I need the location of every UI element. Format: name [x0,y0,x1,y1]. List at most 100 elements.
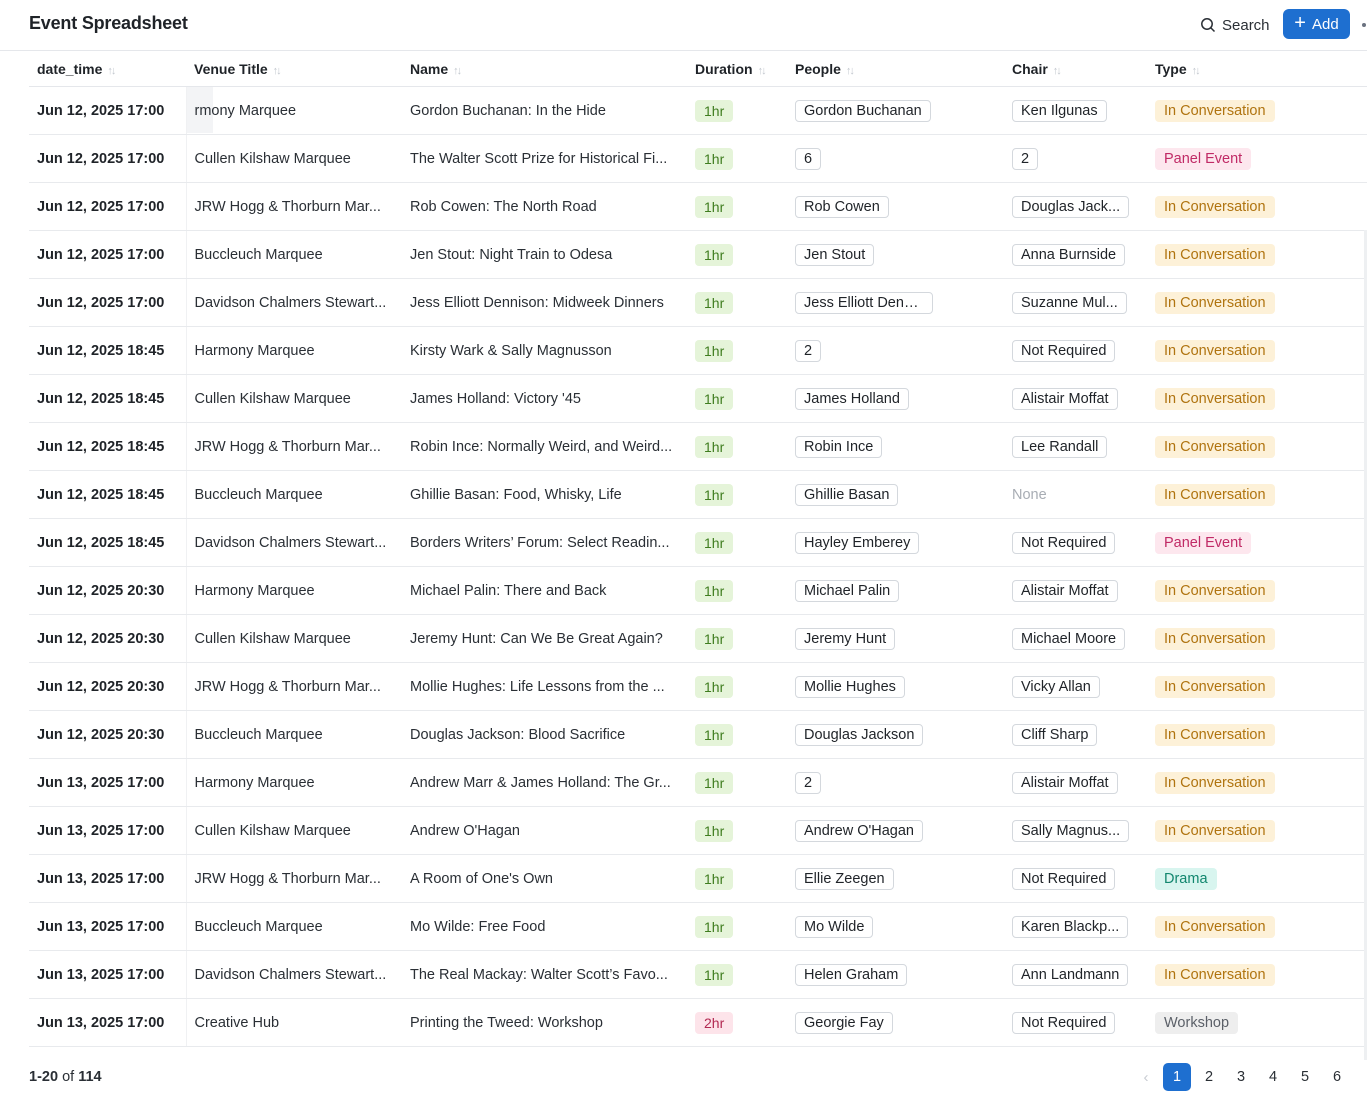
cell-people[interactable]: Andrew O'Hagan [787,806,1004,855]
cell-duration[interactable]: 1hr [687,806,787,855]
cell-date-time[interactable]: Jun 13, 2025 17:00 [29,854,186,903]
cell-people[interactable]: James Holland [787,374,1004,423]
cell-venue-title[interactable]: Davidson Chalmers Stewart... [185,278,402,327]
cell-chair[interactable]: Vicky Allan [1004,662,1147,711]
cell-venue-title[interactable]: Buccleuch Marquee [185,230,402,279]
cell-people[interactable]: 2 [787,326,1004,375]
cell-name[interactable]: Douglas Jackson: Blood Sacrifice [402,710,687,759]
cell-people[interactable]: Robin Ince [787,422,1004,471]
cell-type[interactable]: Panel Event [1147,134,1367,183]
cell-date-time[interactable]: Jun 12, 2025 18:45 [29,326,186,375]
cell-people[interactable]: Helen Graham [787,950,1004,999]
cell-type[interactable]: In Conversation [1147,470,1367,519]
cell-type[interactable]: In Conversation [1147,86,1367,135]
cell-duration[interactable]: 1hr [687,518,787,567]
cell-name[interactable]: Robin Ince: Normally Weird, and Weird... [402,422,687,471]
table-row[interactable]: Jun 12, 2025 18:45 Cullen Kilshaw Marquee… [29,374,1367,423]
table-row[interactable]: Jun 13, 2025 17:00 Cullen Kilshaw Marquee… [29,806,1367,855]
col-chair-header[interactable]: Chair ↑↓ [1004,51,1147,87]
cell-venue-title[interactable]: Harmony Marquee [185,758,402,807]
cell-people[interactable]: Mo Wilde [787,902,1004,951]
cell-duration[interactable]: 1hr [687,86,787,135]
add-button[interactable]: + Add [1283,9,1350,39]
sort-icon[interactable]: ↑↓ [1052,64,1062,77]
cell-date-time[interactable]: Jun 12, 2025 20:30 [29,662,186,711]
cell-venue-title[interactable]: JRW Hogg & Thorburn Mar... [185,182,402,231]
page-button-1[interactable]: 1 [1163,1063,1191,1091]
cell-date-time[interactable]: Jun 12, 2025 18:45 [29,518,186,567]
cell-people[interactable]: 2 [787,758,1004,807]
cell-people[interactable]: Jen Stout [787,230,1004,279]
cell-date-time[interactable]: Jun 12, 2025 18:45 [29,470,186,519]
cell-name[interactable]: Kirsty Wark & Sally Magnusson [402,326,687,375]
cell-venue-title[interactable]: Cullen Kilshaw Marquee [185,374,402,423]
cell-venue-title[interactable]: Buccleuch Marquee [185,710,402,759]
cell-name[interactable]: Mollie Hughes: Life Lessons from the ... [402,662,687,711]
cell-venue-title[interactable]: Cullen Kilshaw Marquee [185,614,402,663]
cell-name[interactable]: Jess Elliott Dennison: Midweek Dinners [402,278,687,327]
cell-date-time[interactable]: Jun 13, 2025 17:00 [29,806,186,855]
cell-date-time[interactable]: Jun 12, 2025 20:30 [29,614,186,663]
table-row[interactable]: Jun 12, 2025 17:00 Buccleuch Marquee Jen S… [29,230,1367,279]
more-options-icon[interactable] [1362,23,1366,27]
page-button-4[interactable]: 4 [1268,1069,1278,1085]
table-row[interactable]: Jun 12, 2025 17:00 Cullen Kilshaw Marquee… [29,134,1367,183]
cell-type[interactable]: In Conversation [1147,182,1367,231]
cell-name[interactable]: The Real Mackay: Walter Scott’s Favo... [402,950,687,999]
cell-duration[interactable]: 1hr [687,854,787,903]
cell-people[interactable]: Hayley Emberey [787,518,1004,567]
cell-date-time[interactable]: Jun 13, 2025 17:00 [29,950,186,999]
cell-chair[interactable]: Cliff Sharp [1004,710,1147,759]
cell-duration[interactable]: 1hr [687,374,787,423]
cell-venue-title[interactable]: JRW Hogg & Thorburn Mar... [185,422,402,471]
cell-people[interactable]: Georgie Fay [787,998,1004,1047]
cell-name[interactable]: Borders Writers’ Forum: Select Readin... [402,518,687,567]
cell-people[interactable]: Ellie Zeegen [787,854,1004,903]
cell-duration[interactable]: 1hr [687,950,787,999]
cell-chair[interactable]: Ann Landmann [1004,950,1147,999]
table-row[interactable]: Jun 12, 2025 20:30 Cullen Kilshaw Marquee… [29,614,1367,663]
cell-people[interactable]: Rob Cowen [787,182,1004,231]
cell-people[interactable]: Douglas Jackson [787,710,1004,759]
cell-name[interactable]: Ghillie Basan: Food, Whisky, Life [402,470,687,519]
cell-venue-title[interactable]: rmony Marquee [185,86,402,135]
cell-chair[interactable]: Douglas Jack... [1004,182,1147,231]
cell-type[interactable]: In Conversation [1147,950,1367,999]
cell-duration[interactable]: 1hr [687,134,787,183]
cell-chair[interactable]: None [1004,470,1147,519]
cell-date-time[interactable]: Jun 12, 2025 20:30 [29,566,186,615]
cell-name[interactable]: Mo Wilde: Free Food [402,902,687,951]
cell-duration[interactable]: 1hr [687,182,787,231]
cell-type[interactable]: In Conversation [1147,374,1367,423]
cell-duration[interactable]: 1hr [687,710,787,759]
cell-people[interactable]: Michael Palin [787,566,1004,615]
cell-duration[interactable]: 1hr [687,470,787,519]
cell-name[interactable]: Rob Cowen: The North Road [402,182,687,231]
cell-type[interactable]: In Conversation [1147,614,1367,663]
cell-date-time[interactable]: Jun 13, 2025 17:00 [29,758,186,807]
cell-type[interactable]: In Conversation [1147,230,1367,279]
cell-date-time[interactable]: Jun 13, 2025 17:00 [29,902,186,951]
cell-name[interactable]: Jen Stout: Night Train to Odesa [402,230,687,279]
sort-icon[interactable]: ↑↓ [757,64,767,77]
cell-venue-title[interactable]: Buccleuch Marquee [185,902,402,951]
cell-people[interactable]: Ghillie Basan [787,470,1004,519]
cell-type[interactable]: In Conversation [1147,566,1367,615]
cell-venue-title[interactable]: Harmony Marquee [185,566,402,615]
cell-chair[interactable]: 2 [1004,134,1147,183]
col-duration-header[interactable]: Duration ↑↓ [687,51,787,87]
cell-people[interactable]: Jeremy Hunt [787,614,1004,663]
cell-date-time[interactable]: Jun 12, 2025 18:45 [29,422,186,471]
cell-chair[interactable]: Not Required [1004,854,1147,903]
cell-name[interactable]: Jeremy Hunt: Can We Be Great Again? [402,614,687,663]
cell-duration[interactable]: 1hr [687,614,787,663]
table-row[interactable]: Jun 12, 2025 17:00 Davidson Chalmers Stew… [29,278,1367,327]
cell-chair[interactable]: Michael Moore [1004,614,1147,663]
sort-icon[interactable]: ↑↓ [107,64,116,77]
cell-date-time[interactable]: Jun 13, 2025 17:00 [29,998,186,1047]
cell-chair[interactable]: Alistair Moffat [1004,566,1147,615]
table-row[interactable]: Jun 13, 2025 17:00 JRW Hogg & Thorburn Ma… [29,854,1367,903]
cell-venue-title[interactable]: Cullen Kilshaw Marquee [185,806,402,855]
cell-name[interactable]: James Holland: Victory '45 [402,374,687,423]
page-button-2[interactable]: 2 [1204,1069,1214,1085]
